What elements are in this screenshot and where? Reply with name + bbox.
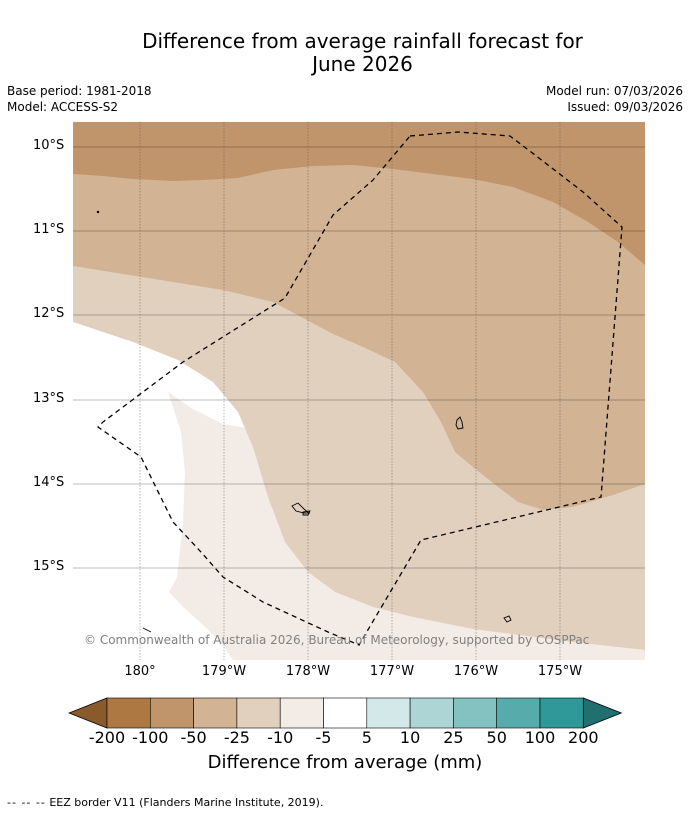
- lat-label-14s: 14°S: [33, 475, 65, 490]
- footer-note: -- -- -- EEZ border V11 (Flanders Marine…: [7, 796, 323, 809]
- eez-border: [96, 131, 623, 646]
- colorbar-tick-label: -50: [180, 728, 207, 747]
- lat-label-12s: 12°S: [33, 306, 65, 321]
- map-title: Difference from average rainfall forecas…: [0, 30, 690, 76]
- colorbar-segment-4: [236, 697, 281, 729]
- eez-legend-dashes: -- -- --: [7, 796, 46, 809]
- colorbar-segment-10: [496, 697, 541, 729]
- lat-label-11s: 11°S: [33, 222, 65, 237]
- title-line-1: Difference from average rainfall forecas…: [142, 29, 583, 53]
- title-line-2: June 2026: [312, 52, 413, 76]
- colorbar-tick-label: 50: [486, 728, 507, 747]
- colorbar-extend-high: [582, 697, 623, 729]
- base-period: Base period: 1981-2018: [7, 84, 152, 98]
- colorbar-segment-1: [106, 697, 151, 729]
- island-c: [302, 510, 311, 516]
- colorbar-tick-label: -5: [315, 728, 332, 747]
- lon-label-178w: 178°W: [285, 664, 331, 679]
- meta-left: Base period: 1981-2018 Model: ACCESS-S2: [7, 83, 152, 115]
- colorbar: [67, 697, 624, 733]
- colorbar-tick-label: -10: [267, 728, 294, 747]
- colorbar-tick-label: 200: [568, 728, 599, 747]
- island-e: [142, 627, 152, 633]
- islands: [96, 210, 512, 633]
- colorbar-segment-11: [539, 697, 584, 729]
- colorbar-extend-low: [67, 697, 108, 729]
- lat-label-10s: 10°S: [33, 138, 65, 153]
- lon-label-176w: 176°W: [453, 664, 499, 679]
- colorbar-segment-3: [193, 697, 238, 729]
- eez-legend-text: EEZ border V11 (Flanders Marine Institut…: [49, 796, 324, 809]
- meta-right: Model run: 07/03/2026 Issued: 09/03/2026: [546, 83, 683, 115]
- lon-label-177w: 177°W: [369, 664, 415, 679]
- colorbar-tick-label: 5: [361, 728, 372, 747]
- lon-label-179w: 179°W: [201, 664, 247, 679]
- colorbar-title: Difference from average (mm): [207, 752, 483, 773]
- lat-label-13s: 13°S: [33, 391, 65, 406]
- map-svg: [73, 122, 645, 660]
- colorbar-tick-label: -100: [132, 728, 169, 747]
- colorbar-segment-7: [366, 697, 411, 729]
- colorbar-tick-label: 10: [399, 728, 421, 747]
- meridians: [139, 122, 561, 660]
- island-f: [96, 210, 100, 214]
- colorbar-segment-2: [150, 697, 194, 729]
- colorbar-segment-5: [279, 697, 324, 729]
- colorbar-tick-label: -25: [223, 728, 250, 747]
- model-run: Model run: 07/03/2026: [545, 84, 683, 98]
- model-name: Model: ACCESS-S2: [7, 100, 119, 114]
- copyright-note: © Commonwealth of Australia 2026, Bureau…: [84, 633, 590, 647]
- zone-below-minus-100: [73, 122, 645, 265]
- colorbar-tick-label: -200: [88, 728, 126, 747]
- island-a: [455, 416, 464, 430]
- zone-white-west: [73, 350, 233, 660]
- island-d: [503, 615, 512, 623]
- colorbar-segment-9: [453, 697, 497, 729]
- colorbar-tick-label: 25: [443, 728, 464, 747]
- colorbar-tick-label: 100: [524, 728, 556, 747]
- colorbar-segment-6: [323, 697, 368, 729]
- issued-date: Issued: 09/03/2026: [567, 100, 683, 114]
- map-panel: [73, 122, 645, 660]
- zone-minus-50-to-100: [73, 122, 645, 510]
- colorbar-segment-8: [409, 697, 454, 729]
- graticule: [73, 146, 645, 569]
- lat-label-15s: 15°S: [33, 559, 65, 574]
- lon-label-175w: 175°W: [537, 664, 583, 679]
- lon-label-180: 180°: [124, 664, 156, 679]
- colorbar-svg: [67, 697, 623, 729]
